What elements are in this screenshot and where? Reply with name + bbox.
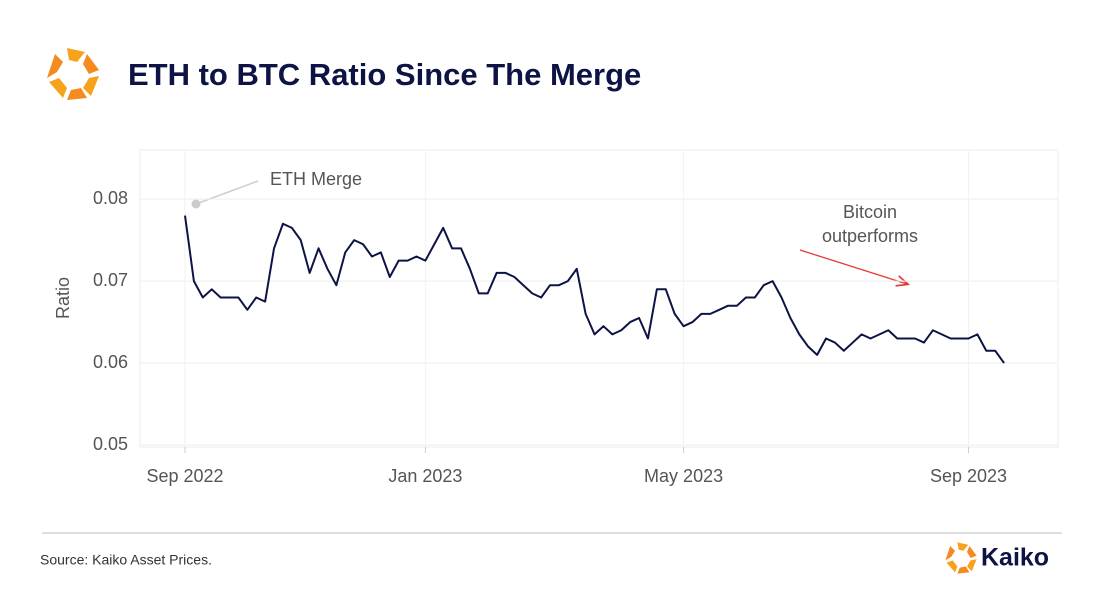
annotation-dot [191,199,201,209]
brand: Kaiko [981,544,1049,572]
logo [47,48,99,100]
y-tick-label: 0.07 [93,270,128,290]
y-tick-label: 0.08 [93,188,128,208]
y-axis-label: Ratio [53,277,73,319]
brand-logo [945,542,977,574]
annotation-arrow [799,249,907,284]
x-tick-label: Sep 2022 [146,466,223,486]
annotation: Bitcoin outperforms [821,202,919,246]
y-tick-label: 0.06 [93,352,128,372]
annotation: ETH Merge [270,169,362,189]
y-tick-label: 0.05 [93,434,128,454]
plot-frame [139,149,1059,448]
chart-title: ETH to BTC Ratio Since The Merge [128,57,641,92]
x-tick-label: Jan 2023 [388,466,462,486]
source: Source: Kaiko Asset Prices. [40,552,212,568]
annotation-leader [195,180,259,205]
x-tick-label: May 2023 [644,466,723,486]
line-series [184,215,1005,364]
x-tick-label: Sep 2023 [930,466,1007,486]
